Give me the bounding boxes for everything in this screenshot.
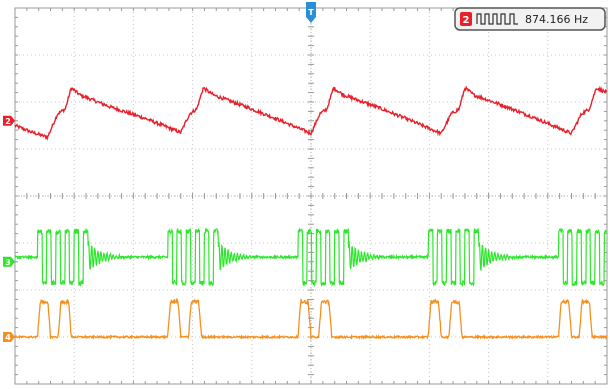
trace-channel-3 <box>14 227 608 288</box>
channel-marker-3[interactable]: 3 <box>3 256 15 267</box>
channel-marker-4[interactable]: 4 <box>3 332 15 342</box>
channel-marker-label: 4 <box>5 333 11 342</box>
channel-marker-shape <box>3 256 15 267</box>
measurement-channel-badge <box>460 12 472 26</box>
channel-markers: 2 3 4 <box>3 115 15 342</box>
trace-channel-2 <box>14 85 608 141</box>
trigger-marker-label: T <box>308 8 314 17</box>
trigger-marker-icon <box>306 2 316 23</box>
channel-marker-shape <box>3 115 15 126</box>
channel-marker-2[interactable]: 2 <box>3 115 15 126</box>
measurement-value: 874.166 Hz <box>525 13 588 26</box>
channel-marker-label: 3 <box>5 258 11 267</box>
trigger-marker: T <box>306 2 316 23</box>
channel-marker-label: 2 <box>5 117 11 126</box>
measurement-channel-label: 2 <box>463 15 470 26</box>
traces <box>14 85 608 341</box>
frequency-measurement-box[interactable]: 2 874.166 Hz <box>454 7 606 31</box>
channel-marker-shape <box>3 332 15 342</box>
square-wave-icon <box>476 13 518 25</box>
trace-channel-4 <box>14 297 608 341</box>
